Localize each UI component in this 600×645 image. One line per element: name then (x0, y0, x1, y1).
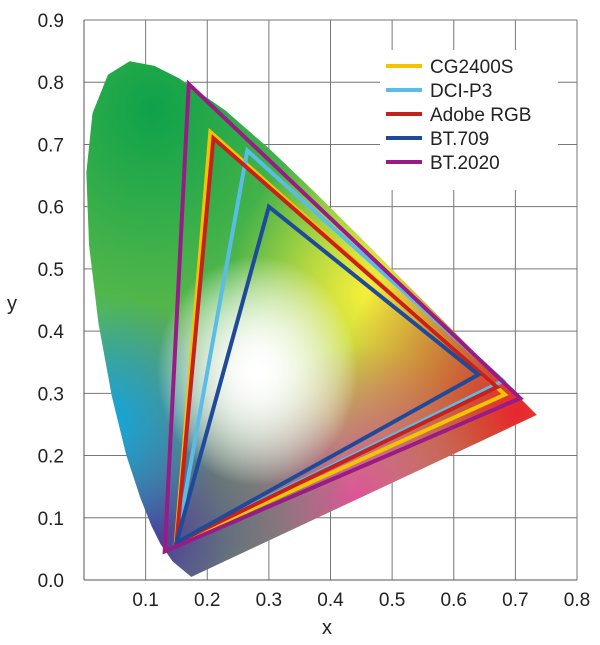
y-tick-label: 0.0 (38, 571, 64, 592)
x-tick-label: 0.4 (317, 590, 344, 611)
x-tick-label: 0.5 (379, 590, 405, 611)
y-tick-label: 0.5 (38, 260, 64, 281)
axes: 0.1 0.2 0.3 0.4 0.5 0.6 0.7 0.8 0.0 0.1 0.2 0.3 0.4 0… (38, 11, 591, 611)
gamut-triangles (162, 79, 524, 555)
y-tick-label: 0.2 (38, 447, 64, 468)
y-tick-label: 0.4 (38, 322, 65, 343)
legend-label: BT.2020 (430, 153, 500, 174)
legend-label: DCI-P3 (430, 81, 492, 102)
gamut-adobe-rgb (174, 134, 501, 547)
legend-label: Adobe RGB (430, 105, 531, 126)
x-tick-label: 0.6 (441, 590, 467, 611)
gamut-bt-2020 (162, 79, 524, 555)
x-tick-label: 0.3 (256, 590, 282, 611)
x-tick-label: 0.7 (502, 590, 528, 611)
gamut-bt-709 (173, 203, 482, 547)
y-tick-label: 0.9 (38, 11, 64, 32)
legend-label: CG2400S (430, 57, 513, 78)
y-axis-label: y (7, 293, 17, 315)
legend-label: BT.709 (430, 129, 489, 150)
x-axis-label: x (322, 617, 332, 639)
x-tick-label: 0.1 (132, 590, 158, 611)
y-tick-label: 0.7 (38, 135, 64, 156)
y-tick-label: 0.8 (38, 73, 64, 94)
legend: CG2400S DCI-P3 Adobe RGB BT.709 BT.2020 (380, 50, 558, 190)
legend-background (380, 50, 558, 190)
y-tick-label: 0.3 (38, 384, 64, 405)
x-tick-label: 0.2 (194, 590, 220, 611)
y-tick-label: 0.1 (38, 509, 64, 530)
y-tick-label: 0.6 (38, 198, 64, 219)
x-tick-label: 0.8 (564, 590, 590, 611)
